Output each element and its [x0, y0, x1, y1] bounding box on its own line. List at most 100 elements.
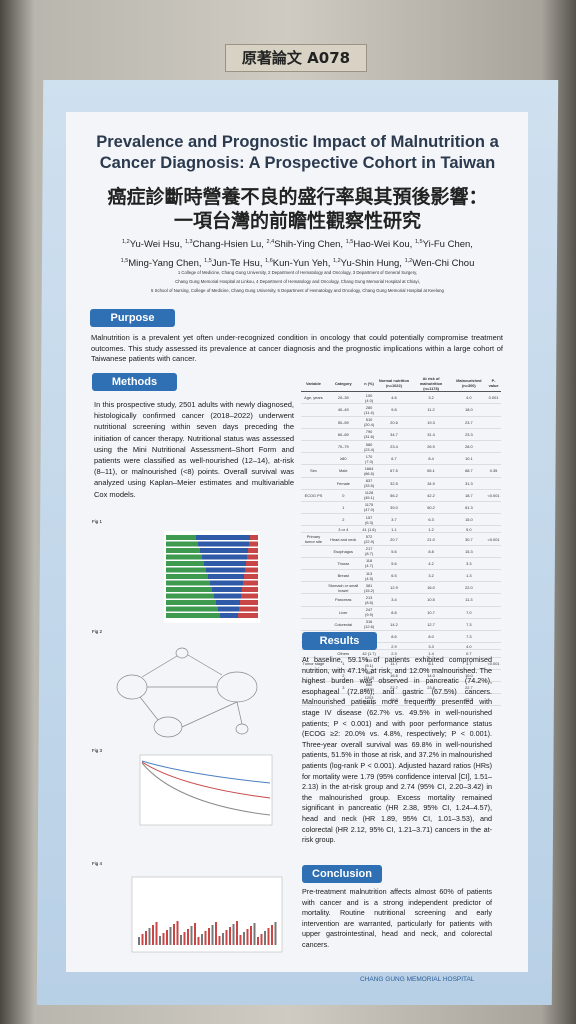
table-cell: 3	[325, 681, 361, 695]
table-cell: 170 (7.0)	[360, 452, 378, 466]
table-row: 4 1203 (54.2) 49.0 56.1 62.7	[301, 693, 501, 707]
table-cell	[486, 693, 501, 707]
figure-bar	[238, 613, 258, 618]
header-plate: 原著論文 A078	[225, 44, 367, 72]
table-cell: 6.5	[377, 569, 411, 583]
figure-3	[139, 754, 273, 826]
figure-bar	[244, 574, 258, 579]
table-cell	[486, 428, 501, 441]
table-cell: 70–79	[325, 440, 361, 454]
figure-bar	[166, 541, 198, 547]
author-affiliation-mark: 1,5	[204, 258, 212, 265]
author: 1,2Wen-Chi Chou	[405, 258, 475, 269]
table-row: Primary tumor site Head and neck 572 (22.9…	[301, 532, 501, 546]
figure-bar	[196, 535, 250, 540]
figure-bar	[169, 927, 172, 945]
table-row: Tumor stage 1 335 (9.1) 11.7 8.1 3.7 <0.001	[301, 657, 501, 670]
table-cell: 8.8	[377, 606, 411, 619]
title-zh: 癌症診斷時營養不良的盛行率與其預後影響：	[107, 186, 488, 208]
author-affiliation-mark: 1,2	[404, 258, 413, 265]
table-cell	[486, 606, 501, 619]
table-cell: 10.5	[410, 593, 452, 607]
table-cell: 2	[325, 513, 361, 527]
table-cell: ECOG PS	[301, 489, 326, 502]
table-cell: Esophagus	[325, 545, 361, 558]
section-heading: Conclusion	[302, 865, 382, 883]
table-cell: 1.2	[410, 525, 452, 534]
figure-bar	[197, 937, 200, 945]
table-cell: 3.2	[410, 569, 452, 583]
table-cell: 9.8	[377, 403, 411, 417]
figure-bar	[187, 929, 189, 945]
table-cell: 12.7	[410, 618, 452, 631]
table-cell: 383 (14.0)	[360, 669, 378, 682]
table-cell: 0	[325, 489, 361, 502]
author-affiliation-mark: 1,3	[184, 239, 193, 245]
author-name: Yu-Shin Hung,	[340, 258, 402, 270]
table-cell	[486, 416, 501, 429]
table-cell: 21.0	[410, 532, 452, 546]
figure-bar	[166, 593, 214, 599]
table-row: 40–49 280 (11.4) 9.8 11.2 18.0	[301, 403, 501, 417]
figure-label: Fig 3	[92, 748, 103, 753]
table-cell: 1664 (66.5)	[360, 464, 378, 478]
table-cell: 2.3	[377, 649, 411, 658]
table-cell: 1.1	[377, 525, 411, 534]
figure-bar	[211, 925, 214, 945]
conclusion-text: Pre-treatment malnutrition affects almos…	[302, 887, 492, 949]
figure-bar	[166, 554, 202, 560]
figure-bar	[200, 548, 248, 553]
table-cell: 7.3	[451, 630, 487, 644]
table-cell: Sex	[301, 464, 326, 478]
table-cell: 3.3	[410, 642, 452, 651]
table-cell: 1.4	[410, 649, 452, 658]
table-cell: 3.7	[377, 513, 411, 527]
figure-bar	[152, 925, 154, 945]
table-cell: 2	[325, 669, 361, 682]
table-cell	[486, 477, 501, 490]
table-cell	[301, 681, 326, 695]
table-header: Normal nutrition (n=1022)	[377, 375, 411, 393]
figure-bar	[249, 541, 258, 547]
table-header: n (%)	[360, 375, 378, 393]
table-cell: 510 (20.4)	[360, 416, 378, 429]
author-affiliation-mark: 1,2	[122, 239, 130, 245]
table-cell: 0.7	[451, 649, 487, 658]
author-affiliation-mark: 1,2	[333, 258, 341, 265]
table-cell	[486, 525, 501, 534]
author-affiliation-mark: 1,6	[265, 258, 273, 265]
table-cell: 3.2	[410, 391, 452, 405]
figure-bar	[166, 930, 168, 945]
table-row: 50–59 510 (20.4) 20.6 19.3 23.7	[301, 416, 501, 429]
table-cell: 60–69	[325, 428, 361, 441]
author: 1,2Yu-Shin Hung,	[333, 258, 405, 269]
table-cell	[486, 440, 501, 454]
table-cell	[486, 452, 501, 466]
affiliation: 1 College of Medicine, Chang Gung Univer…	[177, 270, 418, 275]
table-cell: 34.7	[377, 428, 411, 441]
table-cell: 280 (11.4)	[360, 403, 378, 417]
table-cell	[486, 593, 501, 607]
table-cell: 217 (8.7)	[360, 545, 378, 558]
table-cell	[486, 618, 501, 631]
table-cell: Male	[325, 464, 361, 478]
figure-bar	[239, 935, 242, 945]
table-cell: 335 (9.1)	[360, 657, 378, 670]
table-cell: 5.6	[377, 557, 411, 571]
author-name: Kun-Yun Yeh,	[272, 258, 331, 270]
table-cell: 61.3	[451, 501, 487, 515]
figure-bar	[232, 924, 235, 945]
table-cell: 11.2	[410, 403, 452, 417]
table-row: Liver 247 (9.9) 8.8 10.7 7.0	[301, 606, 501, 619]
table-cell: 22.7	[377, 681, 411, 695]
table-cell: 157 (6.3)	[360, 513, 378, 527]
authors: 1,2Yu-Wei Hsu, 1,3Chang-Hsien Lu, 2,4Shi…	[80, 234, 515, 272]
table-cell	[301, 545, 326, 558]
figure-bar	[198, 541, 249, 547]
title: Prevalence and Prognostic Impact of Maln…	[96, 133, 499, 172]
figure-bar	[176, 921, 179, 945]
table-cell: 32.5	[377, 477, 411, 490]
author: 1,5Hao-Wei Kou,	[346, 239, 415, 250]
table-cell: 20.6	[377, 416, 411, 429]
